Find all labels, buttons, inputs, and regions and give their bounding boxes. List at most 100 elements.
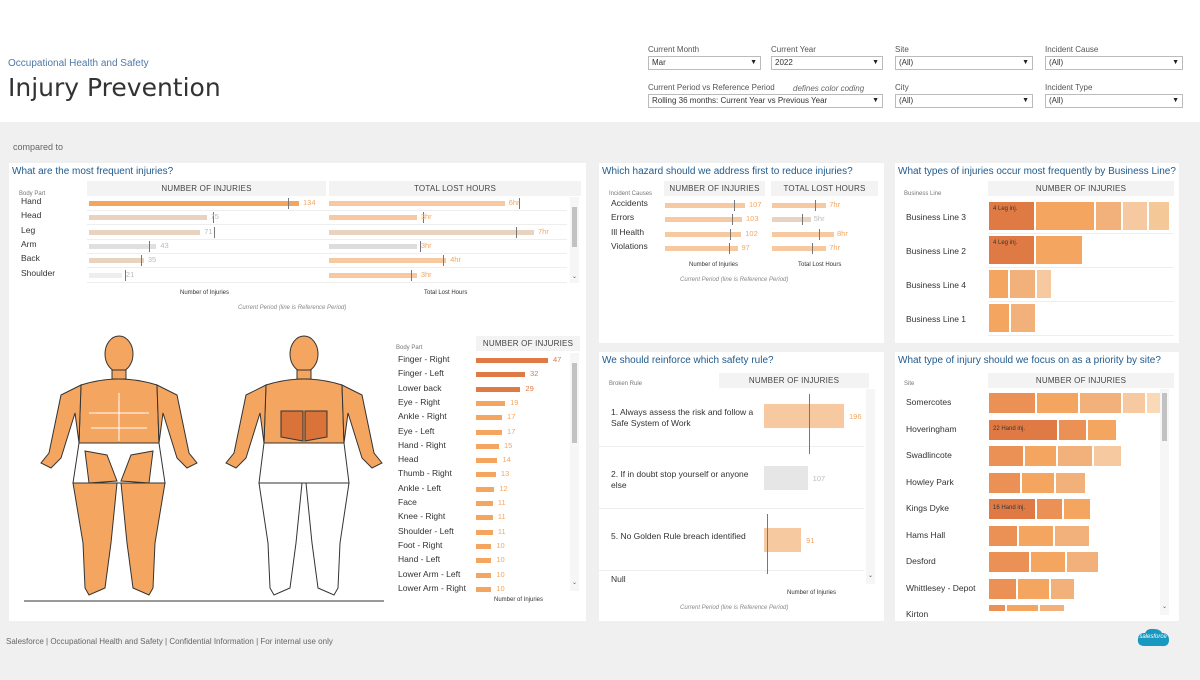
lost-hours-bar (329, 258, 447, 264)
rule-value: 91 (806, 536, 815, 545)
scroll-thumb[interactable] (572, 363, 577, 443)
scroll-down-icon[interactable]: ⌄ (1161, 604, 1168, 610)
scrollbar[interactable]: ⌄ (570, 353, 579, 591)
business-line-panel: What types of injuries occur most freque… (895, 163, 1179, 343)
treemap-cell (1018, 524, 1054, 547)
axis-label: Total Lost Hours (798, 262, 842, 268)
scroll-down-icon[interactable]: ⌄ (571, 580, 578, 586)
treemap-cell-label: 4 Leg inj. (993, 240, 1018, 246)
treemap-cell (1021, 471, 1055, 494)
row-label: Business Line 4 (906, 280, 967, 290)
body-part-bar (476, 415, 503, 421)
panel-title: What are the most frequent injuries? (12, 166, 174, 177)
chevron-down-icon: ▼ (1172, 97, 1179, 104)
column-header: NUMBER OF INJURIES (988, 373, 1174, 388)
injury-count-label: 134 (303, 198, 316, 207)
injury-count-bar (89, 215, 207, 221)
dashboard-title: Injury Prevention (8, 73, 221, 102)
row-divider (87, 238, 567, 240)
row-divider (87, 252, 567, 254)
lost-hours-bar (329, 215, 417, 221)
incident-type-select[interactable]: (All) ▼ (1045, 94, 1183, 108)
lost-hours-bar (772, 231, 834, 237)
treemap-cell (988, 303, 1010, 333)
body-part-value: 11 (497, 526, 506, 536)
row-label: Hams Hall (906, 529, 946, 540)
scroll-down-icon[interactable]: ⌄ (571, 274, 578, 280)
treemap-cell (1063, 498, 1091, 520)
row-label: Finger - Right (398, 354, 450, 364)
scroll-thumb[interactable] (1162, 393, 1167, 441)
incident-cause-select[interactable]: (All) ▼ (1045, 56, 1183, 70)
site-select[interactable]: (All) ▼ (895, 56, 1033, 70)
reference-line (728, 242, 730, 254)
hazard-panel: Which hazard should we address first to … (599, 163, 884, 343)
treemap-cell (1057, 445, 1093, 467)
row-divider (599, 446, 864, 447)
current-month-select[interactable]: Mar ▼ (648, 56, 761, 70)
reference-line (809, 394, 810, 454)
scroll-thumb[interactable] (572, 207, 577, 247)
treemap-cell (1035, 235, 1083, 265)
row-divider (988, 233, 1174, 234)
reference-line (140, 255, 142, 267)
lost-hours-label: 7hr (538, 226, 549, 236)
panel-title: What types of injuries occur most freque… (898, 166, 1176, 177)
reference-line (419, 240, 421, 252)
treemap-cell (988, 392, 1036, 414)
injury-count-bar (665, 203, 745, 208)
row-label: Head (398, 454, 419, 465)
treemap-cell: 4 Leg inj. (988, 201, 1035, 231)
injury-count-label: 21 (125, 269, 135, 279)
row-label: Whittlesey - Depot (906, 582, 976, 593)
reference-line (411, 269, 412, 281)
reference-line (767, 514, 768, 574)
row-label: Business Line 2 (906, 246, 967, 256)
filter-label: Current Month (648, 45, 700, 54)
injury-count-label: 75 (210, 212, 219, 222)
row-divider (87, 281, 567, 283)
row-label: Finger - Left (398, 368, 444, 379)
body-part-bar (476, 358, 548, 363)
treemap-cell (1050, 577, 1075, 600)
reference-line (516, 226, 518, 238)
lost-hours-label: 3hr (420, 269, 432, 279)
treemap-cell (1006, 604, 1039, 612)
body-part-value: 14 (502, 455, 511, 465)
treemap-cell (1148, 201, 1170, 231)
treemap-cell: 4 Leg inj. (988, 235, 1035, 265)
body-part-bar (476, 558, 492, 564)
lost-hours-bar (329, 201, 505, 206)
axis-label: Number of Injuries (689, 262, 739, 268)
city-select[interactable]: (All) ▼ (895, 94, 1033, 108)
treemap-cell (1017, 577, 1050, 600)
treemap-cell (988, 269, 1009, 299)
treemap-cell (1122, 201, 1148, 231)
axis-label: Number of Injuries (494, 597, 544, 603)
front-body-figure (40, 335, 198, 596)
scrollbar[interactable]: ⌄ (1160, 389, 1169, 615)
body-part-value: 11 (497, 498, 506, 507)
row-label: Accidents (611, 198, 648, 208)
row-label: Business Line 3 (906, 212, 967, 222)
dimension-label: Incident Causes (609, 191, 653, 197)
injury-count-bar (665, 217, 742, 223)
treemap-cell (1010, 303, 1036, 333)
select-value: Mar (652, 58, 666, 67)
body-part-value: 15 (503, 440, 513, 450)
scrollbar[interactable]: ⌄ (570, 197, 579, 283)
treemap-cell (1024, 445, 1057, 467)
scrollbar[interactable]: ⌄ (866, 389, 875, 584)
column-header: NUMBER OF INJURIES (719, 373, 869, 388)
filter-label: Site (895, 45, 909, 54)
lost-hours-label: 7hr (829, 200, 841, 209)
body-part-value: 10 (496, 555, 505, 565)
lost-hours-label: 6hr (508, 198, 520, 207)
current-year-select[interactable]: 2022 ▼ (771, 56, 883, 70)
row-label: Hand - Right (398, 439, 446, 450)
lost-hours-label: 4hr (450, 255, 461, 265)
treemap-cell-label: 16 Hand inj. (993, 505, 1026, 511)
scroll-down-icon[interactable]: ⌄ (867, 573, 874, 579)
period-select[interactable]: Rolling 36 months: Current Year vs Previ… (648, 94, 883, 108)
body-part-bar (476, 386, 521, 392)
